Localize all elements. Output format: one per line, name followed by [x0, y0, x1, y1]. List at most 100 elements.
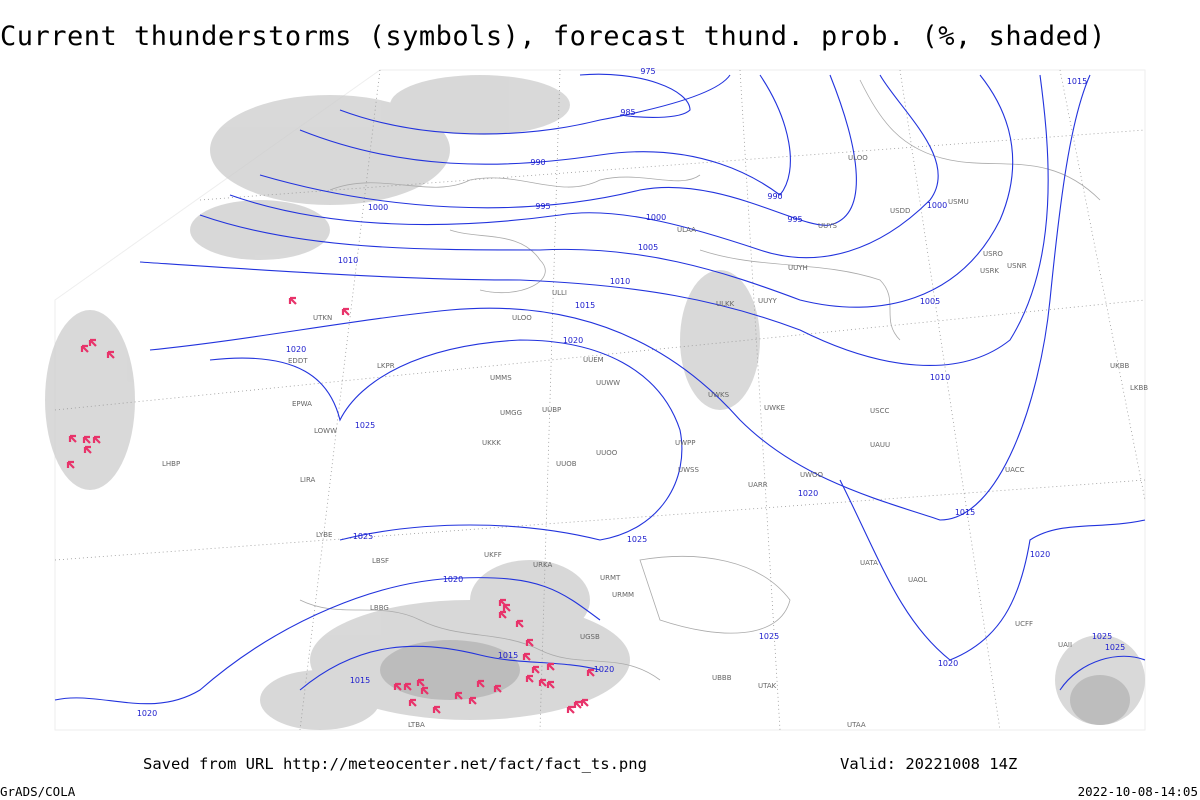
storm-symbol: [522, 652, 531, 661]
isobar-label: 1020: [286, 345, 306, 354]
isobar-label: 1015: [350, 676, 370, 685]
timestamp: 2022-10-08-14:05: [1078, 784, 1198, 799]
isobar-label: 975: [640, 67, 655, 76]
storm-symbol: [586, 668, 595, 677]
station-code: UACC: [1005, 466, 1025, 474]
station-code: URKA: [533, 561, 552, 569]
storm-symbol: [66, 460, 75, 469]
isobar-label: 995: [787, 215, 802, 224]
station-code: UAOL: [908, 576, 927, 584]
storm-symbol: [525, 638, 534, 647]
isobar-label: 1025: [759, 632, 779, 641]
station-code: UMGG: [500, 409, 522, 417]
storm-symbol: [68, 434, 77, 443]
station-code: LYBE: [316, 531, 332, 539]
station-code: UUYH: [788, 264, 808, 272]
isobar-label: 1020: [443, 575, 463, 584]
storm-symbol: [83, 445, 92, 454]
station-code: UWOO: [800, 471, 824, 479]
station-code: ULOO: [512, 314, 532, 322]
station-code: EPWA: [292, 400, 312, 408]
isobar-label: 990: [530, 158, 545, 167]
isobar-label: 985: [620, 108, 635, 117]
isobar-label: 1020: [594, 665, 614, 674]
station-code: USRO: [983, 250, 1003, 258]
storm-symbol: [454, 691, 463, 700]
storm-symbol: [531, 665, 540, 674]
station-code: UUBP: [542, 406, 561, 414]
station-code: UUOO: [596, 449, 618, 457]
storm-symbol: [538, 678, 547, 687]
isobar-label: 995: [535, 202, 550, 211]
storm-symbol: [546, 662, 555, 671]
storm-symbol: [493, 684, 502, 693]
storm-symbol: [502, 603, 511, 612]
storm-symbol: [80, 344, 89, 353]
isobar-label: 1020: [798, 489, 818, 498]
station-code: ULOO: [848, 154, 868, 162]
storm-symbol: [403, 682, 412, 691]
isobar-label: 1010: [930, 373, 950, 382]
isobar-label: 1020: [137, 709, 157, 718]
station-code: USDD: [890, 207, 910, 215]
storm-symbol: [420, 686, 429, 695]
storm-symbol: [341, 307, 350, 316]
isobar-label: 1020: [1030, 550, 1050, 559]
station-code: UKFF: [484, 551, 502, 559]
station-code: URMM: [612, 591, 634, 599]
storm-symbol: [546, 680, 555, 689]
station-code: LIRA: [300, 476, 316, 484]
storm-symbol: [432, 705, 441, 714]
isobars: [54, 73, 1146, 705]
station-code: UUEM: [583, 356, 604, 364]
isobar-label: 1000: [646, 213, 666, 222]
isobar-label: 1025: [353, 532, 373, 541]
isobar-label: 1010: [338, 256, 358, 265]
station-code: URMT: [600, 574, 621, 582]
credit: GrADS/COLA: [0, 784, 76, 799]
isobar-label: 1015: [575, 301, 595, 310]
isobar-label: 990: [767, 192, 782, 201]
storm-symbol: [393, 682, 402, 691]
coastlines: [299, 79, 1101, 681]
source-note: Saved from URL http://meteocenter.net/fa…: [143, 755, 647, 773]
isobar-label: 1000: [927, 201, 947, 210]
storm-symbol: [515, 619, 524, 628]
station-code: USNR: [1007, 262, 1027, 270]
station-code: UUWW: [596, 379, 620, 387]
station-code: UTAA: [847, 721, 866, 729]
graticule: [54, 69, 1146, 731]
station-code: UTKN: [313, 314, 332, 322]
storm-symbol: [566, 705, 575, 714]
station-code: USRK: [980, 267, 999, 275]
station-code: EDDT: [288, 357, 308, 365]
station-code: UUOB: [556, 460, 577, 468]
storm-symbol: [525, 674, 534, 683]
station-code: UKKK: [482, 439, 501, 447]
station-code: UWSS: [678, 466, 699, 474]
isobar-label: 1005: [920, 297, 940, 306]
station-code: ULLI: [552, 289, 567, 297]
station-code: ULKK: [716, 300, 735, 308]
isobar-label: 1005: [638, 243, 658, 252]
isobar-label: 1025: [627, 535, 647, 544]
storm-symbol: [580, 698, 589, 707]
station-code: USMU: [948, 198, 969, 206]
station-code: UCFF: [1015, 620, 1033, 628]
station-code: UTAK: [758, 682, 777, 690]
isobar-label: 1010: [610, 277, 630, 286]
station-code: UKBB: [1110, 362, 1130, 370]
station-code: UUYS: [818, 222, 838, 230]
station-code: UWKE: [764, 404, 785, 412]
isobar-label: 1025: [1092, 632, 1112, 641]
station-code: USCC: [870, 407, 889, 415]
station-code: LBBG: [370, 604, 389, 612]
storm-symbol: [92, 435, 101, 444]
title: Current thunderstorms (symbols), forecas…: [0, 21, 1106, 52]
station-code: UWPP: [675, 439, 696, 447]
station-code: UARR: [748, 481, 768, 489]
station-code: UBBB: [712, 674, 732, 682]
probability-shading-dark: [380, 640, 1130, 725]
isobar-label: 1015: [1067, 77, 1087, 86]
